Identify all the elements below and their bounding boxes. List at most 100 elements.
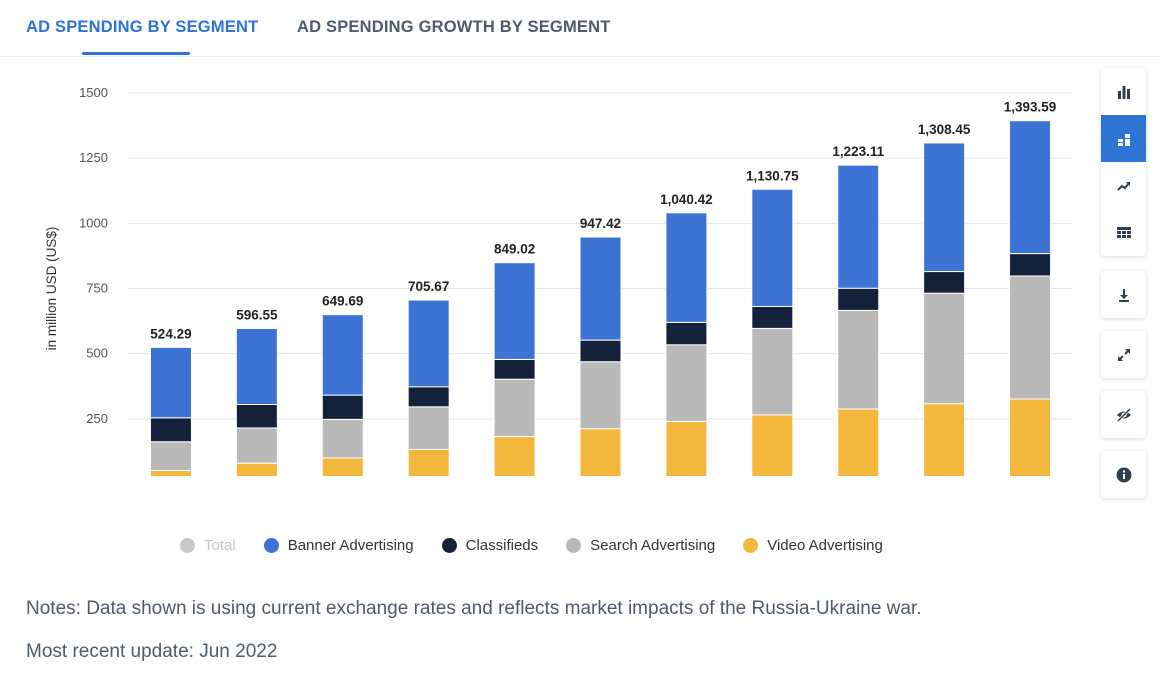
bar-classifieds-2027	[1009, 253, 1052, 277]
legend-label: Search Advertising	[590, 536, 716, 554]
bar-banner-advertising-2017	[149, 346, 192, 419]
data-label-total-2021: 849.02	[494, 242, 535, 257]
last-update: Most recent update: Jun 2022	[26, 641, 278, 662]
bar-banner-advertising-2019	[321, 314, 364, 396]
bar-video-advertising-2020	[407, 448, 450, 476]
bar-video-advertising-2019	[321, 457, 364, 476]
bar-search-advertising-2020	[407, 406, 450, 450]
table-button[interactable]	[1101, 209, 1146, 256]
stacked-bar-button[interactable]	[1101, 115, 1146, 162]
hide-button[interactable]	[1101, 391, 1146, 438]
chart-type-group	[1101, 68, 1146, 256]
expand-icon	[1117, 348, 1130, 361]
bar-search-advertising-2027	[1009, 275, 1052, 400]
data-label-total-2023: 1,040.42	[660, 192, 713, 207]
bar-banner-advertising-2023	[665, 212, 708, 323]
table-icon	[1116, 226, 1131, 238]
data-label-total-2018: 596.55	[236, 307, 278, 322]
bar-classifieds-2020	[407, 386, 450, 408]
bar-video-advertising-2021	[493, 436, 536, 476]
bar-chart-icon	[1117, 85, 1130, 99]
bar-banner-advertising-2026	[923, 142, 966, 273]
bar-banner-advertising-2022	[579, 236, 622, 341]
y-tick-label: 1000	[79, 215, 108, 230]
trend-line-button[interactable]	[1101, 162, 1146, 209]
legend-item-classifieds[interactable]: Classifieds	[441, 536, 539, 554]
bar-search-advertising-2021	[493, 378, 536, 438]
legend-item-banner-advertising[interactable]: Banner Advertising	[263, 537, 414, 554]
bar-search-advertising-2018	[235, 427, 278, 464]
bar-banner-advertising-2024	[751, 188, 794, 307]
legend-label: Classifieds	[465, 536, 539, 554]
fullscreen-button[interactable]	[1101, 331, 1146, 378]
bar-classifieds-2019	[321, 394, 364, 420]
download-icon	[1118, 288, 1129, 302]
data-label-total-2017: 524.29	[150, 326, 191, 341]
stacked-bar-icon	[1117, 133, 1130, 146]
legend-item-search-advertising[interactable]: Search Advertising	[566, 537, 715, 554]
y-tick-label: 750	[86, 281, 108, 296]
bar-video-advertising-2026	[923, 403, 966, 476]
data-label-total-2027: 1,393.59	[1004, 100, 1057, 115]
legend-marker	[180, 537, 195, 553]
y-tick-label: 1250	[79, 150, 108, 165]
active-tab-indicator	[82, 52, 190, 55]
data-label-total-2026: 1,308.45	[918, 122, 971, 137]
bar-chart-button[interactable]	[1101, 68, 1146, 115]
trend-line-icon	[1116, 181, 1130, 191]
data-label-total-2024: 1,130.75	[746, 168, 799, 183]
bar-classifieds-2018	[235, 403, 278, 429]
legend-label: Video Advertising	[767, 536, 883, 554]
bar-search-advertising-2026	[923, 292, 966, 405]
hide-group	[1101, 391, 1146, 438]
bar-banner-advertising-2021	[493, 262, 536, 360]
tab-ad-spending-growth-by-segment[interactable]: AD SPENDING GROWTH BY SEGMENT	[297, 18, 611, 36]
bar-classifieds-2025	[837, 287, 880, 311]
legend-marker	[566, 537, 582, 553]
bar-video-advertising-2027	[1009, 398, 1052, 476]
y-tick-label: 250	[86, 411, 108, 426]
bar-classifieds-2024	[751, 305, 794, 329]
download-group	[1101, 271, 1146, 318]
bar-classifieds-2021	[493, 358, 536, 380]
bar-banner-advertising-2027	[1009, 120, 1052, 255]
bar-search-advertising-2024	[751, 327, 794, 416]
expand-group	[1101, 331, 1146, 378]
download-button[interactable]	[1101, 271, 1146, 318]
bar-video-advertising-2025	[837, 408, 880, 476]
info-group	[1101, 451, 1146, 498]
legend-marker	[743, 537, 759, 553]
y-tick-label: 500	[86, 346, 108, 361]
bar-search-advertising-2017	[149, 441, 192, 471]
bar-search-advertising-2025	[837, 309, 880, 410]
data-label-total-2022: 947.42	[580, 216, 621, 231]
y-tick-label: 1500	[79, 85, 108, 100]
bar-classifieds-2022	[579, 339, 622, 363]
info-button[interactable]	[1101, 451, 1146, 498]
bar-video-advertising-2023	[665, 420, 708, 476]
bar-search-advertising-2023	[665, 344, 708, 422]
bar-search-advertising-2022	[579, 361, 622, 430]
data-label-total-2019: 649.69	[322, 294, 363, 309]
bar-video-advertising-2017	[149, 469, 192, 476]
stacked-bar-chart: 0250500750100012501500in million USD (US…	[44, 85, 1073, 476]
bar-classifieds-2017	[149, 417, 192, 443]
bar-video-advertising-2024	[751, 414, 794, 476]
legend-item-total[interactable]: Total	[180, 537, 236, 554]
legend-marker	[441, 537, 457, 553]
legend-item-video-advertising[interactable]: Video Advertising	[743, 537, 883, 554]
info-icon	[1116, 467, 1131, 482]
legend-marker	[263, 537, 279, 553]
bar-classifieds-2023	[665, 321, 708, 346]
data-label-total-2025: 1,223.11	[832, 144, 884, 159]
tab-bar: AD SPENDING BY SEGMENT AD SPENDING GROWT…	[0, 0, 1160, 57]
chart-notes: Notes: Data shown is using current excha…	[26, 598, 922, 619]
legend-label: Total	[204, 536, 236, 554]
tab-ad-spending-by-segment[interactable]: AD SPENDING BY SEGMENT	[26, 18, 259, 36]
hide-icon	[1116, 407, 1131, 422]
chart-legend: Total Banner Advertising Classifieds Search…	[180, 535, 911, 555]
data-label-total-2020: 705.67	[408, 279, 449, 294]
bar-search-advertising-2019	[321, 418, 364, 459]
bar-video-advertising-2018	[235, 462, 278, 476]
bar-banner-advertising-2025	[837, 164, 880, 289]
